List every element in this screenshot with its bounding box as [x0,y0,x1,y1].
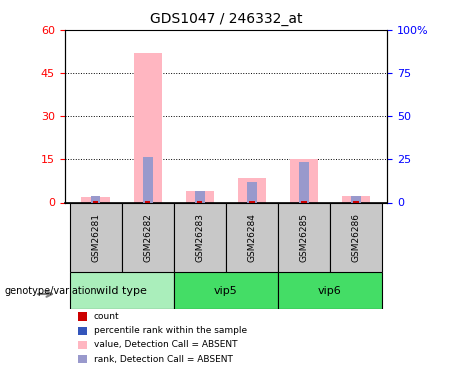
Text: count: count [94,312,119,321]
Bar [290,159,318,202]
Text: genotype/variation: genotype/variation [5,286,97,296]
Bar [195,191,205,202]
Bar [249,201,254,202]
Bar [93,201,98,202]
Bar [70,202,122,272]
Text: GSM26283: GSM26283 [195,213,204,262]
Text: GSM26284: GSM26284 [248,213,256,262]
Bar [237,178,266,203]
Bar [134,53,162,202]
Bar [91,196,100,202]
Text: value, Detection Call = ABSENT: value, Detection Call = ABSENT [94,340,237,350]
Text: vip5: vip5 [214,286,238,296]
Bar [301,201,307,202]
Bar [342,196,370,202]
Bar [197,201,202,202]
Bar [174,202,226,272]
Bar [351,196,361,202]
Text: rank, Detection Call = ABSENT: rank, Detection Call = ABSENT [94,355,232,364]
Text: vip6: vip6 [318,286,342,296]
Bar [145,201,150,202]
Bar [247,182,257,203]
Text: GSM26281: GSM26281 [91,213,100,262]
Bar [122,202,174,272]
Bar [354,201,359,202]
Bar [299,162,309,202]
Text: GSM26286: GSM26286 [351,213,361,262]
Bar [185,191,214,202]
Bar [143,156,153,203]
Bar [82,197,110,202]
Text: GSM26285: GSM26285 [300,213,308,262]
Text: percentile rank within the sample: percentile rank within the sample [94,326,247,335]
Title: GDS1047 / 246332_at: GDS1047 / 246332_at [150,12,302,26]
Bar [174,272,278,309]
Bar [330,202,382,272]
Bar [278,202,330,272]
Text: GSM26282: GSM26282 [143,213,152,262]
Text: wild type: wild type [96,286,147,296]
Bar [278,272,382,309]
Bar [70,272,174,309]
Bar [226,202,278,272]
